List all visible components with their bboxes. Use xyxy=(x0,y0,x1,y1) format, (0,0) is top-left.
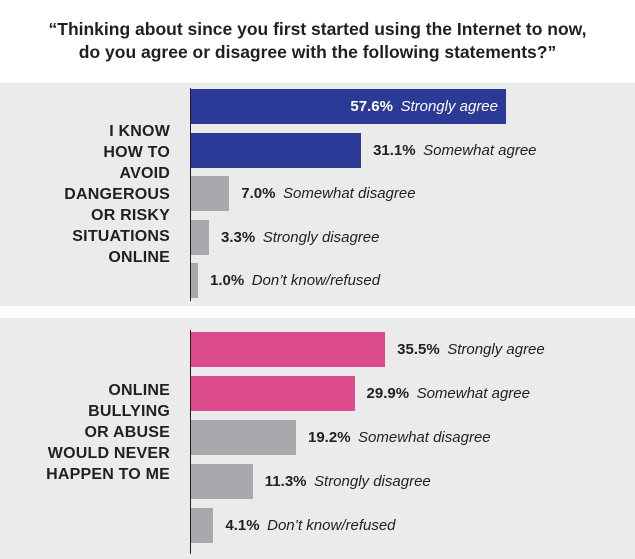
value-label: 31.1% xyxy=(373,141,416,159)
bar xyxy=(191,263,198,298)
statement-label: ONLINE BULLYING OR ABUSE WOULD NEVER HAPPEN … xyxy=(0,380,170,485)
statement-line: BULLYING xyxy=(88,403,170,420)
category-label: Don’t know/refused xyxy=(251,272,381,289)
bar-label: 31.1% Somewhat agree xyxy=(373,133,536,168)
category-label: Somewhat agree xyxy=(416,385,530,402)
value-label: 57.6% xyxy=(350,98,393,115)
category-label: Somewhat disagree xyxy=(358,429,491,446)
statement-line: ONLINE xyxy=(108,249,170,266)
title-line-2: do you agree or disagree with the follow… xyxy=(78,42,557,62)
statement-line: OR ABUSE xyxy=(84,424,170,441)
category-label: Don’t know/refused xyxy=(267,517,396,534)
category-label: Strongly agree xyxy=(447,341,545,358)
value-label: 11.3% xyxy=(264,473,307,490)
value-label: 1.0% xyxy=(210,272,245,289)
bar-label: 1.0% Don’t know/refused xyxy=(210,263,380,298)
bar xyxy=(191,464,253,499)
panel-know-how-to-avoid: I KNOW HOW TO AVOID DANGEROUS OR RISKY SITUAT… xyxy=(0,83,635,306)
value-label: 3.3% xyxy=(221,228,256,246)
bar xyxy=(191,332,386,367)
bar-label: 29.9% Somewhat agree xyxy=(367,376,530,411)
bar-label: 11.3% Strongly disagree xyxy=(265,464,431,499)
statement-line: HOW TO xyxy=(103,144,170,161)
statement-label: I KNOW HOW TO AVOID DANGEROUS OR RISKY SITUAT… xyxy=(0,121,170,268)
bar xyxy=(191,89,506,124)
category-label: Strongly disagree xyxy=(314,473,431,490)
statement-line: I KNOW xyxy=(109,123,170,140)
bar-label: 4.1% Don’t know/refused xyxy=(225,508,395,543)
value-label: 7.0% xyxy=(241,185,276,202)
statement-line: OR RISKY xyxy=(91,207,170,224)
category-label: Somewhat disagree xyxy=(282,185,416,202)
value-label: 4.1% xyxy=(225,517,260,534)
bar xyxy=(191,420,296,455)
axis-line xyxy=(190,330,191,554)
statement-line: AVOID xyxy=(119,165,170,182)
bar xyxy=(191,376,355,411)
statement-line: HAPPEN TO ME xyxy=(46,466,170,483)
bar xyxy=(191,219,210,255)
value-label: 35.5% xyxy=(397,341,440,358)
value-label: 29.9% xyxy=(366,385,410,402)
axis-line xyxy=(190,88,191,301)
statement-line: SITUATIONS xyxy=(72,228,170,245)
category-label: Strongly agree xyxy=(400,98,498,115)
bar xyxy=(191,508,214,543)
bar-label: 19.2% Somewhat disagree xyxy=(308,420,491,455)
statement-line: WOULD NEVER xyxy=(47,445,170,462)
bar-label: 57.6% Strongly agree xyxy=(350,89,498,124)
statement-line: DANGEROUS xyxy=(64,186,170,203)
category-label: Strongly disagree xyxy=(262,228,380,246)
bar-label: 3.3% Strongly disagree xyxy=(221,220,379,255)
statement-line: ONLINE xyxy=(108,382,170,399)
bar xyxy=(191,176,230,211)
bar-label: 7.0% Somewhat disagree xyxy=(241,176,415,211)
category-label: Somewhat agree xyxy=(423,141,537,159)
bar-label: 35.5% Strongly agree xyxy=(397,332,545,367)
title-line-1: “Thinking about since you first started … xyxy=(48,19,587,39)
bar xyxy=(191,132,362,168)
panel-bullying-never-happen: ONLINE BULLYING OR ABUSE WOULD NEVER HAPPEN … xyxy=(0,318,635,559)
value-label: 19.2% xyxy=(308,429,351,446)
chart-title: “Thinking about since you first started … xyxy=(0,18,635,64)
